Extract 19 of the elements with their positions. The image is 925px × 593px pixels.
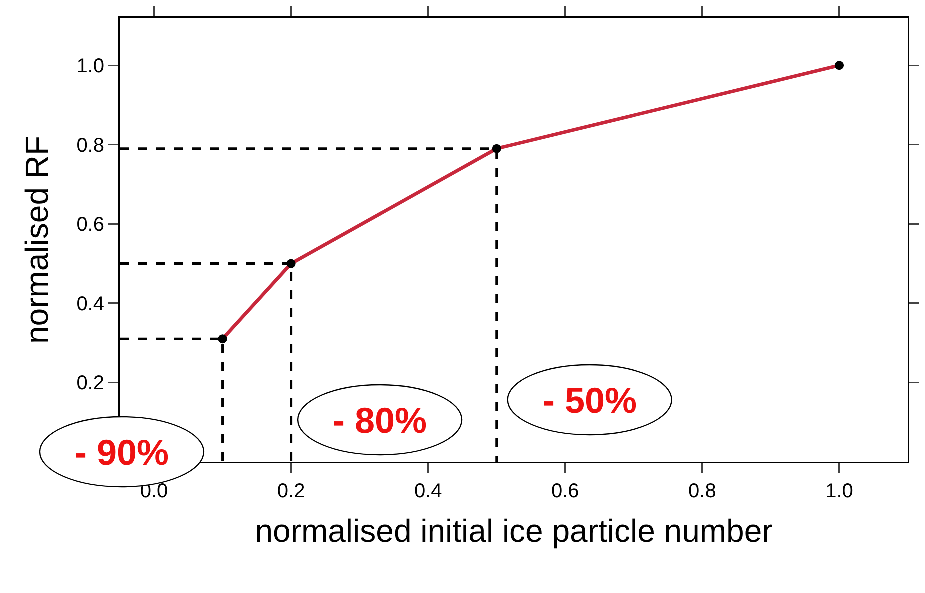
- point: [286, 259, 296, 268]
- y-axis-title: normalised RF: [19, 136, 56, 344]
- x-tick-label: 0.8: [688, 480, 716, 502]
- x-tick-label: 0.6: [551, 480, 580, 502]
- x-axis-title: normalised initial ice particle number: [255, 513, 774, 550]
- annotation: - 90%: [75, 432, 170, 473]
- annotation: - 50%: [543, 380, 638, 421]
- y-tick-label: 0.2: [76, 372, 104, 395]
- x-tick-label: 0.4: [414, 480, 442, 502]
- x-tick-label: 1.0: [826, 480, 854, 502]
- annotation: - 80%: [333, 400, 428, 441]
- y-tick-label: 0.6: [76, 214, 104, 236]
- point: [218, 334, 228, 344]
- y-tick-label: 1.0: [76, 56, 104, 78]
- y-tick-label: 0.8: [76, 134, 104, 157]
- x-tick-label: 0.2: [277, 480, 306, 502]
- y-tick-label: 0.4: [76, 293, 104, 316]
- point: [834, 61, 844, 70]
- point: [492, 144, 502, 154]
